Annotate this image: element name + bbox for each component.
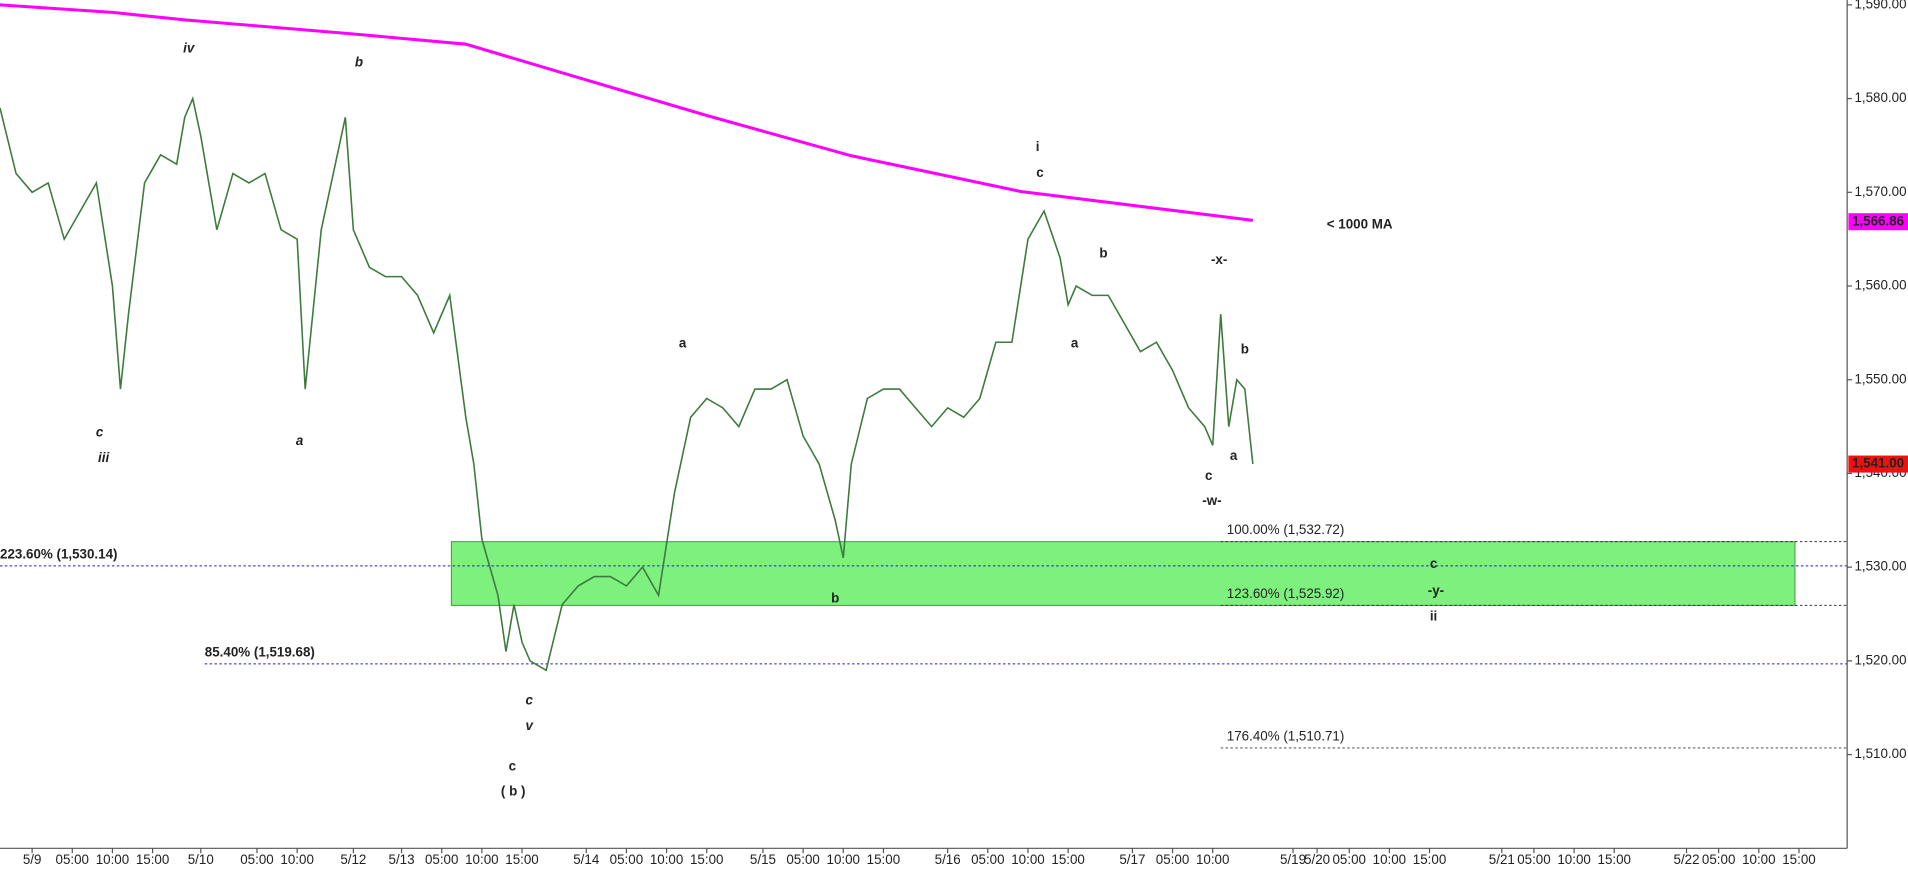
- price-tag-label: 1,566.86: [1852, 213, 1904, 228]
- x-tick-label: 15:00: [1782, 852, 1815, 867]
- x-tick-label: 05:00: [1517, 852, 1550, 867]
- x-tick-label: 5/9: [23, 852, 42, 867]
- wave-label: -w-: [1202, 493, 1221, 508]
- wave-label: b: [355, 55, 363, 70]
- x-tick-label: 05:00: [786, 852, 819, 867]
- x-tick-label: 10:00: [1373, 852, 1406, 867]
- x-tick-label: 15:00: [136, 852, 169, 867]
- x-tick-label: 05:00: [1702, 852, 1735, 867]
- y-tick-label: 1,580.00: [1854, 90, 1906, 105]
- x-tick-label: 05:00: [425, 852, 458, 867]
- wave-label: b: [831, 591, 839, 606]
- fib-label: 85.40% (1,519.68): [205, 644, 315, 659]
- x-tick-label: 05:00: [1156, 852, 1189, 867]
- y-tick-label: 1,530.00: [1854, 559, 1906, 574]
- x-tick-label: 10:00: [827, 852, 860, 867]
- x-tick-label: 15:00: [867, 852, 900, 867]
- price-tag: [1848, 213, 1908, 231]
- x-tick-label: 5/15: [750, 852, 776, 867]
- wave-label: b: [1241, 341, 1249, 356]
- x-tick-label: 05:00: [610, 852, 643, 867]
- x-tick-label: 10:00: [1011, 852, 1044, 867]
- wave-label: a: [1071, 336, 1079, 351]
- wave-label: iii: [98, 450, 109, 465]
- wave-label: c: [96, 425, 104, 440]
- price-tag-label: 1,541.00: [1852, 456, 1904, 471]
- price-tag: [1848, 455, 1908, 473]
- x-tick-label: 15:00: [1598, 852, 1631, 867]
- wave-label: a: [296, 433, 304, 448]
- x-tick-label: 5/17: [1119, 852, 1145, 867]
- wave-label: b: [1099, 246, 1107, 261]
- fib-label: 176.40% (1,510.71): [1227, 729, 1344, 744]
- y-tick-label: 1,560.00: [1854, 278, 1906, 293]
- x-tick-label: 5/19: [1280, 852, 1306, 867]
- x-tick-label: 05:00: [1332, 852, 1365, 867]
- y-tick-label: 1,550.00: [1854, 371, 1906, 386]
- fib-label: 123.60% (1,525.92): [1227, 586, 1344, 601]
- wave-label: c: [1430, 556, 1438, 571]
- x-tick-label: 5/14: [573, 852, 600, 867]
- wave-label: c: [526, 693, 534, 708]
- fib-label: 223.60% (1,530.14): [0, 546, 117, 561]
- x-tick-label: 10:00: [1557, 852, 1590, 867]
- wave-label: v: [526, 718, 535, 733]
- price-line: [0, 95, 1254, 672]
- x-tick-label: 10:00: [1196, 852, 1229, 867]
- wave-label: c: [1205, 468, 1213, 483]
- wave-label: a: [679, 336, 687, 351]
- x-tick-label: 15:00: [1051, 852, 1084, 867]
- x-tick-label: 5/16: [935, 852, 961, 867]
- x-tick-label: 10:00: [96, 852, 129, 867]
- wave-label: ii: [1430, 608, 1437, 623]
- x-tick-label: 05:00: [56, 852, 89, 867]
- x-tick-label: 5/12: [340, 852, 366, 867]
- moving-average: [0, 3, 1254, 222]
- y-tick-label: 1,520.00: [1854, 652, 1906, 667]
- wave-label: i: [1036, 139, 1040, 154]
- x-tick-label: 10:00: [650, 852, 683, 867]
- wave-label: c: [1036, 165, 1044, 180]
- x-tick-label: 10:00: [1742, 852, 1775, 867]
- x-tick-label: 15:00: [690, 852, 723, 867]
- y-tick-label: 1,570.00: [1854, 184, 1906, 199]
- x-tick-label: 15:00: [505, 852, 538, 867]
- x-tick-label: 5/21: [1489, 852, 1515, 867]
- wave-label: a: [1230, 448, 1238, 463]
- x-tick-label: 5/20: [1304, 852, 1330, 867]
- y-tick-label: 1,510.00: [1854, 746, 1906, 761]
- x-tick-label: 5/13: [389, 852, 415, 867]
- wave-label: -x-: [1211, 252, 1227, 267]
- x-tick-label: 10:00: [280, 852, 313, 867]
- x-tick-label: 5/22: [1674, 852, 1700, 867]
- target-zone: [450, 541, 1796, 606]
- fib-label: 100.00% (1,532.72): [1227, 522, 1344, 537]
- x-tick-label: 05:00: [240, 852, 273, 867]
- x-tick-label: 15:00: [1413, 852, 1446, 867]
- x-tick-label: 05:00: [971, 852, 1004, 867]
- wave-label: ( b ): [501, 784, 526, 799]
- x-tick-label: 10:00: [465, 852, 498, 867]
- wave-label: -y-: [1428, 583, 1444, 598]
- x-tick-label: 5/10: [188, 852, 214, 867]
- y-tick-label: 1,590.00: [1854, 0, 1906, 11]
- wave-label: c: [509, 758, 517, 773]
- wave-label: iv: [183, 40, 196, 55]
- wave-label: < 1000 MA: [1327, 217, 1393, 232]
